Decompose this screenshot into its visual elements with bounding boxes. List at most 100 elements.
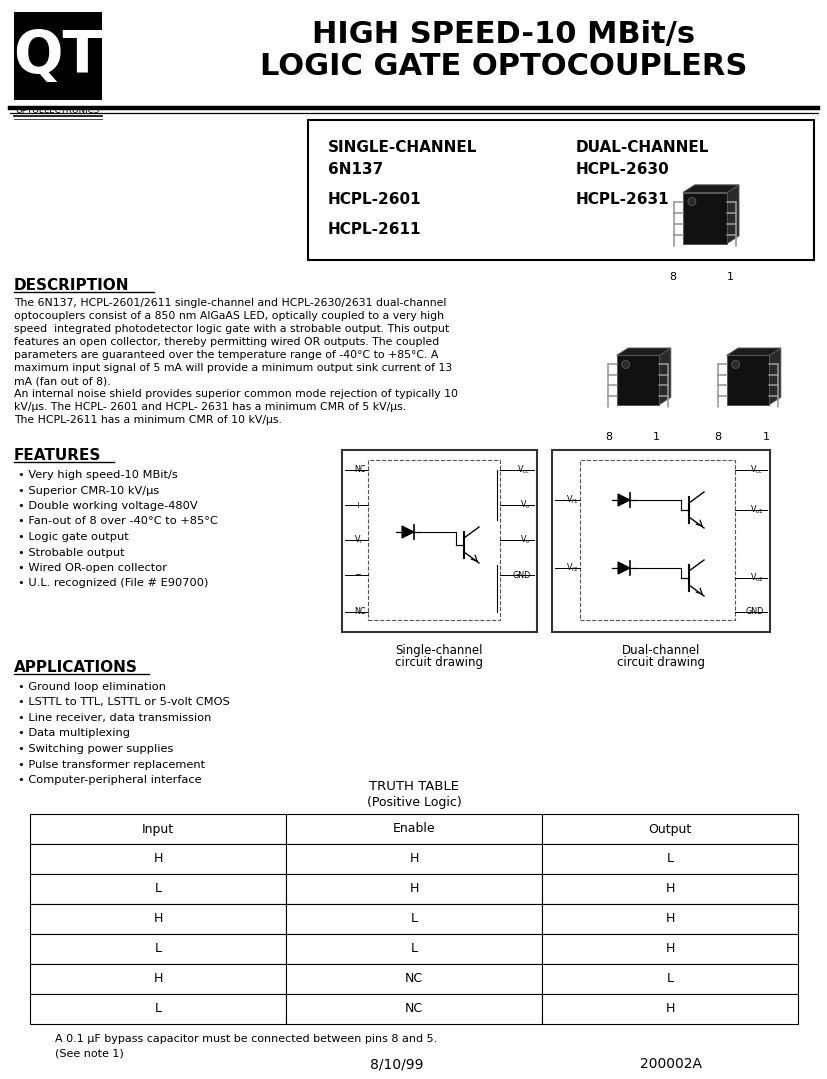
Polygon shape [617,494,629,506]
Text: H: H [665,1002,674,1015]
Text: circuit drawing: circuit drawing [395,656,483,669]
Circle shape [731,360,739,368]
Polygon shape [682,192,726,244]
Bar [285,934,542,964]
Polygon shape [726,349,780,355]
Text: The 6N137, HCPL-2601/2611 single-channel and HCPL-2630/2631 dual-channel: The 6N137, HCPL-2601/2611 single-channel… [14,298,446,308]
Bar [30,844,285,874]
Text: A 0.1 μF bypass capacitor must be connected between pins 8 and 5.: A 0.1 μF bypass capacitor must be connec… [55,1034,437,1044]
Text: SINGLE-CHANNEL: SINGLE-CHANNEL [327,140,477,155]
Text: FEATURES: FEATURES [14,448,101,463]
Text: • Superior CMR-10 kV/μs: • Superior CMR-10 kV/μs [18,486,159,495]
Text: 8: 8 [668,272,676,282]
Text: HCPL-2631: HCPL-2631 [576,192,669,207]
Bar [552,450,769,632]
Bar [579,460,734,620]
Text: L: L [666,852,672,865]
Text: 1: 1 [725,272,733,282]
Text: • Line receiver, data transmission: • Line receiver, data transmission [18,713,211,723]
Text: NC: NC [404,1002,423,1015]
Text: H: H [409,852,418,865]
Text: V$_{cc}$: V$_{cc}$ [749,464,763,476]
Text: V$_{I2}$: V$_{I2}$ [566,562,577,574]
Text: H: H [153,913,162,926]
Text: H: H [665,883,674,896]
Bar [285,964,542,994]
Text: 8/10/99: 8/10/99 [370,1057,423,1071]
Text: Dual-channel: Dual-channel [621,644,700,657]
Text: 200002A: 200002A [639,1057,701,1071]
Text: QT: QT [13,27,103,84]
Text: 8: 8 [714,432,720,442]
Polygon shape [682,185,739,192]
Bar [30,904,285,934]
Bar [542,874,797,904]
Text: DUAL-CHANNEL: DUAL-CHANNEL [576,140,709,155]
Bar [30,814,285,844]
Text: speed  integrated photodetector logic gate with a strobable output. This output: speed integrated photodetector logic gat… [14,324,448,334]
Bar [30,874,285,904]
Text: • Logic gate output: • Logic gate output [18,532,128,542]
Polygon shape [617,562,629,574]
Bar [542,844,797,874]
Text: +: + [354,501,361,509]
Text: TRUTH TABLE: TRUTH TABLE [369,780,458,793]
Text: GND: GND [745,607,763,616]
Text: 1: 1 [762,432,768,442]
Bar [30,994,285,1024]
Bar [285,814,542,844]
Text: (Positive Logic): (Positive Logic) [366,796,461,809]
Text: V$_o$: V$_o$ [519,498,530,511]
Text: OPTOELECTRONICS: OPTOELECTRONICS [16,106,100,115]
Text: (See note 1): (See note 1) [55,1048,123,1058]
Text: An internal noise shield provides superior common mode rejection of typically 10: An internal noise shield provides superi… [14,390,457,399]
Text: 8: 8 [605,432,612,442]
Text: circuit drawing: circuit drawing [616,656,704,669]
Text: parameters are guaranteed over the temperature range of -40°C to +85°C. A: parameters are guaranteed over the tempe… [14,350,437,360]
Text: mA (fan out of 8).: mA (fan out of 8). [14,375,111,386]
Text: L: L [155,942,161,956]
Text: L: L [155,1002,161,1015]
Text: Input: Input [141,822,174,835]
Text: • Computer-peripheral interface: • Computer-peripheral interface [18,775,202,786]
Text: • Wired OR-open collector: • Wired OR-open collector [18,563,167,573]
Bar [30,964,285,994]
Text: −: − [354,571,361,579]
Text: HCPL-2630: HCPL-2630 [576,162,669,177]
Text: • Double working voltage-480V: • Double working voltage-480V [18,501,198,511]
Text: HCPL-2601: HCPL-2601 [327,192,421,207]
Bar [542,814,797,844]
Text: V$_i$: V$_i$ [354,534,363,546]
Polygon shape [402,525,414,538]
Polygon shape [726,185,739,244]
Text: NC: NC [404,972,423,985]
Text: HCPL-2611: HCPL-2611 [327,222,421,237]
Text: The HCPL-2611 has a minimum CMR of 10 kV/μs.: The HCPL-2611 has a minimum CMR of 10 kV… [14,415,281,425]
Text: DESCRIPTION: DESCRIPTION [14,278,129,293]
Text: APPLICATIONS: APPLICATIONS [14,660,138,675]
Bar [285,874,542,904]
Bar [285,994,542,1024]
Bar [542,994,797,1024]
Bar [30,934,285,964]
Text: • Data multiplexing: • Data multiplexing [18,728,130,738]
Text: LOGIC GATE OPTOCOUPLERS: LOGIC GATE OPTOCOUPLERS [260,52,747,81]
Bar [14,12,102,100]
Text: • Strobable output: • Strobable output [18,547,125,558]
Bar [285,844,542,874]
Text: 6N137: 6N137 [327,162,383,177]
Text: • Switching power supplies: • Switching power supplies [18,745,173,754]
Text: optocouplers consist of a 850 nm AlGaAS LED, optically coupled to a very high: optocouplers consist of a 850 nm AlGaAS … [14,311,443,320]
Text: NC: NC [354,607,365,616]
Text: L: L [155,883,161,896]
Polygon shape [726,355,768,405]
Polygon shape [658,349,670,405]
Text: • Ground loop elimination: • Ground loop elimination [18,682,165,692]
Circle shape [621,360,629,368]
Bar [342,450,537,632]
Text: maximum input signal of 5 mA will provide a minimum output sink current of 13: maximum input signal of 5 mA will provid… [14,363,452,373]
Text: L: L [410,942,417,956]
Text: V$_{cc}$: V$_{cc}$ [517,464,530,476]
Text: H: H [409,883,418,896]
Text: 1: 1 [652,432,658,442]
